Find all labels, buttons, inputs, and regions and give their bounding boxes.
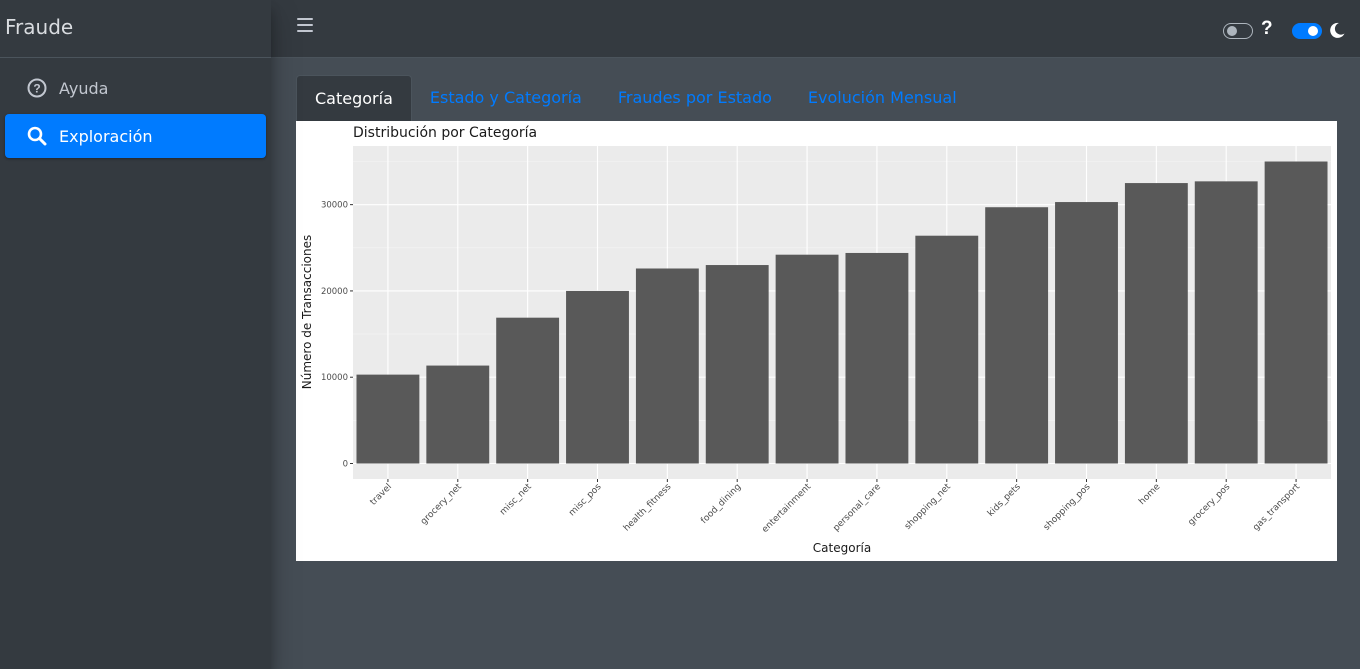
y-tick-label: 20000 (321, 287, 348, 297)
sidebar: Fraude ? Ayuda Exploración (0, 0, 271, 669)
tab-estado-y-categoria[interactable]: Estado y Categoría (429, 88, 582, 107)
help-icon[interactable]: ? (1261, 18, 1273, 39)
bar-grocery_pos (1194, 181, 1258, 464)
bar-grocery_net (426, 365, 490, 464)
bar-entertainment (775, 254, 839, 464)
sidebar-nav: ? Ayuda Exploración (0, 58, 271, 170)
x-axis: travel grocery_net misc_net misc_pos health_… (369, 479, 1303, 535)
x-tick-label: personal_care (832, 482, 884, 534)
x-tick-label: misc_net (498, 482, 534, 518)
tab-evolucion-mensual[interactable]: Evolución Mensual (807, 88, 957, 107)
x-tick-label: shopping_net (903, 482, 953, 532)
bar-misc_net (496, 317, 560, 464)
x-axis-label: Categoría (813, 541, 871, 555)
x-tick-label: home (1137, 482, 1162, 507)
bar-shopping_pos (1055, 202, 1118, 464)
tab-bar: Categoría Estado y Categoría Fraudes por… (296, 75, 975, 121)
x-tick-label: entertainment (760, 482, 813, 535)
bar-personal_care (845, 252, 909, 464)
y-tick-label: 10000 (321, 373, 348, 383)
top-navbar: ? (271, 0, 1360, 58)
x-tick-label: travel (369, 482, 395, 508)
menu-toggle-icon[interactable] (297, 18, 313, 34)
y-tick-label: 0 (343, 460, 348, 470)
tab-categoria[interactable]: Categoría (296, 75, 412, 121)
x-tick-label: misc_pos (567, 482, 604, 519)
help-circle-icon: ? (27, 78, 47, 98)
x-tick-label: health_fitness (622, 482, 674, 534)
bars (356, 161, 1328, 464)
tab-fraudes-por-estado[interactable]: Fraudes por Estado (617, 88, 772, 107)
y-axis-label: Número de Transacciones (300, 235, 314, 389)
toggle-knob (1308, 25, 1318, 36)
bar-chart: Distribución por Categoría 0 10000 20000 30… (300, 125, 1331, 555)
x-tick-label: grocery_pos (1187, 482, 1233, 528)
x-tick-label: grocery_net (419, 482, 464, 527)
search-icon (27, 126, 47, 146)
sidebar-item-exploracion[interactable]: Exploración (5, 114, 266, 158)
svg-text:?: ? (33, 82, 40, 96)
x-tick-label: food_dining (699, 482, 743, 526)
x-tick-label: gas_transport (1251, 482, 1302, 533)
y-tick-label: 30000 (321, 201, 348, 211)
bar-food_dining (705, 265, 769, 464)
dark-mode-toggle[interactable] (1292, 23, 1322, 39)
bar-travel (356, 374, 420, 464)
controlbar-toggle[interactable] (1223, 23, 1253, 39)
y-axis: 0 10000 20000 30000 (321, 201, 353, 470)
moon-icon[interactable] (1328, 21, 1346, 39)
bar-kids_pets (985, 207, 1049, 464)
app-title[interactable]: Fraude (0, 0, 271, 58)
sidebar-item-label: Exploración (59, 126, 153, 146)
bar-home (1124, 183, 1188, 464)
bar-health_fitness (635, 268, 699, 464)
sidebar-item-ayuda[interactable]: ? Ayuda (5, 66, 266, 110)
bar-misc_pos (566, 290, 629, 464)
toggle-knob (1227, 25, 1237, 36)
x-tick-label: kids_pets (986, 482, 1023, 519)
x-tick-label: shopping_pos (1042, 482, 1093, 533)
bar-shopping_net (915, 235, 979, 464)
category-distribution-plot: Distribución por Categoría 0 10000 20000 30… (296, 121, 1337, 561)
chart-title: Distribución por Categoría (353, 125, 537, 141)
sidebar-item-label: Ayuda (59, 78, 109, 98)
bar-gas_transport (1264, 161, 1328, 464)
